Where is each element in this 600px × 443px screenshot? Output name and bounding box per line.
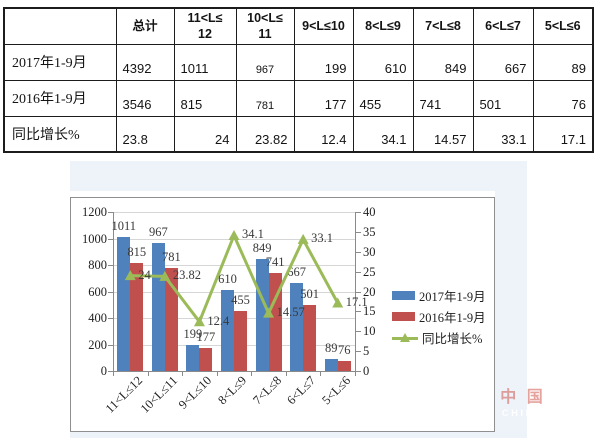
chart-legend: 2017年1-9月 2016年1-9月 同比增长% [392,285,486,348]
table-cell: 967 [235,43,295,81]
data-table: 总计 11<L≤ 12 10<L≤ 11 9<L≤10 8<L≤9 7<L≤8 6<L≤7 5… [3,7,594,153]
column-header: 9<L≤10 [293,7,354,45]
column-header: 5<L≤6 [532,7,594,45]
table-cell: 3546 [115,79,175,117]
table-cell: 849 [412,43,474,81]
table-cell: 23.82 [235,115,295,153]
legend-label-growth: 同比增长% [422,332,483,346]
table-cell: 12.4 [293,115,354,153]
column-header: 7<L≤8 [412,7,474,45]
table-cell: 501 [472,79,534,117]
table-cell: 667 [472,43,534,81]
legend-swatch-2017-icon [392,291,415,300]
table-cell: 4392 [115,43,175,81]
legend-item-growth: 同比增长% [392,327,486,348]
table-cell: 1011 [173,43,237,81]
table-cell: 177 [293,79,354,117]
watermark-cn-text: 中 国 [500,389,546,406]
column-header [3,7,117,45]
row-header: 同比增长% [3,115,117,153]
table-cell: 23.8 [115,115,175,153]
table-cell: 741 [412,79,474,117]
table-row: 2017年1-9月 4392 1011 967 199 610 849 667 89 [3,43,594,81]
legend-triangle-icon [400,332,410,342]
column-header: 11<L≤ 12 [173,7,237,45]
table-cell: 815 [173,79,237,117]
table-cell: 455 [352,79,414,117]
table-cell: 34.1 [352,115,414,153]
table-cell: 76 [532,79,594,117]
column-header: 6<L≤7 [472,7,534,45]
row-header: 2017年1-9月 [3,43,117,81]
row-header: 2016年1-9月 [3,79,117,117]
column-header: 8<L≤9 [352,7,414,45]
legend-line-marker-icon [392,332,418,343]
legend-item-2017: 2017年1-9月 [392,285,486,306]
table-cell: 610 [352,43,414,81]
legend-item-2016: 2016年1-9月 [392,306,486,327]
table-cell: 89 [532,43,594,81]
column-header: 10<L≤ 11 [235,7,295,45]
legend-swatch-2016-icon [392,312,415,321]
table-cell: 33.1 [472,115,534,153]
table-header-row: 总计 11<L≤ 12 10<L≤ 11 9<L≤10 8<L≤9 7<L≤8 6<L≤7 5… [3,7,594,45]
watermark: 中 国 CHINA [491,388,555,420]
legend-label-2017: 2017年1-9月 [419,290,486,304]
table-cell: 17.1 [532,115,594,153]
table-cell: 199 [293,43,354,81]
column-header: 总计 [115,7,175,45]
table-cell: 781 [235,79,295,117]
table-row: 2016年1-9月 3546 815 781 177 455 741 501 76 [3,79,594,117]
legend-label-2016: 2016年1-9月 [419,311,486,325]
table-row: 同比增长% 23.8 24 23.82 12.4 34.1 14.57 33.1 17.1 [3,115,594,153]
watermark-en-text: CHINA [501,408,545,419]
table-cell: 14.57 [412,115,474,153]
table-cell: 24 [173,115,237,153]
